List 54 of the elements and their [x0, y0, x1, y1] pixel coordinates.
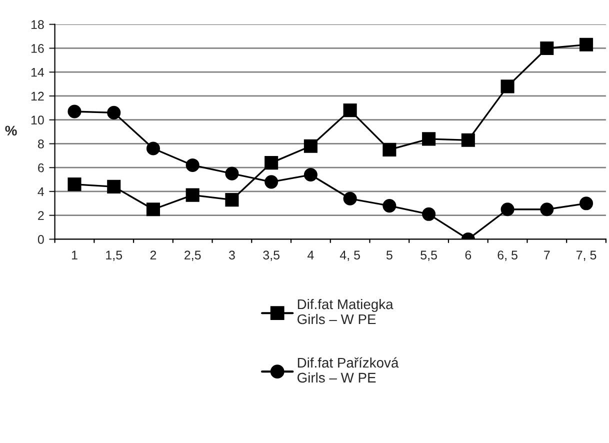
- x-tick-label: 4, 5: [340, 250, 360, 261]
- x-tick-label: 3,5: [263, 250, 280, 261]
- point: [146, 202, 160, 216]
- point: [264, 175, 278, 189]
- legend-label: Dif.fat Pařízková Girls – W PE: [298, 357, 399, 383]
- y-tick-label: 8: [38, 140, 44, 148]
- point: [500, 80, 514, 94]
- y-tick-label: 12: [31, 92, 44, 101]
- y-tick-label: 16: [31, 44, 44, 53]
- point: [107, 180, 121, 194]
- legend-label: Dif.fat Matiegka Girls – W PE: [298, 298, 394, 324]
- point: [225, 193, 239, 207]
- x-tick-label: 1: [72, 250, 78, 260]
- x-tick-label: 6: [465, 250, 472, 260]
- point: [580, 38, 594, 52]
- y-tick-label: 6: [38, 163, 44, 172]
- y-axis-title: %: [5, 126, 17, 136]
- y-tick-label: 0: [38, 235, 44, 244]
- point: [500, 202, 514, 216]
- point: [146, 142, 160, 156]
- point: [68, 178, 82, 192]
- point: [461, 133, 475, 147]
- x-tick-label: 5,5: [420, 250, 437, 261]
- point: [422, 207, 436, 221]
- y-tick-label: 4: [38, 187, 44, 196]
- point: [540, 41, 554, 56]
- point: [580, 196, 594, 210]
- x-tick-label: 2: [150, 250, 156, 260]
- x-tick-label: 5: [386, 250, 392, 260]
- point: [343, 192, 357, 206]
- point: [540, 202, 554, 216]
- point: [186, 158, 200, 172]
- point: [382, 142, 396, 156]
- y-tick-label: 14: [31, 68, 44, 77]
- point: [107, 106, 121, 120]
- x-tick-label: 7, 5: [576, 250, 596, 261]
- point: [186, 188, 200, 202]
- point: [382, 199, 396, 213]
- x-tick-label: 3: [228, 250, 235, 260]
- y-tick-label: 18: [31, 20, 44, 30]
- point: [264, 156, 278, 170]
- point: [422, 132, 436, 146]
- y-tick-label: 2: [38, 211, 44, 220]
- point: [304, 139, 318, 153]
- y-tick-label: 10: [31, 116, 44, 125]
- point: [304, 168, 318, 182]
- point: [343, 104, 357, 118]
- x-tick-label: 4: [308, 250, 314, 260]
- x-tick-label: 1,5: [106, 250, 122, 261]
- x-tick-label: 7: [544, 250, 550, 260]
- point: [68, 104, 82, 118]
- point: [225, 166, 239, 180]
- x-tick-label: 2,5: [184, 250, 201, 261]
- x-tick-label: 6, 5: [498, 250, 518, 261]
